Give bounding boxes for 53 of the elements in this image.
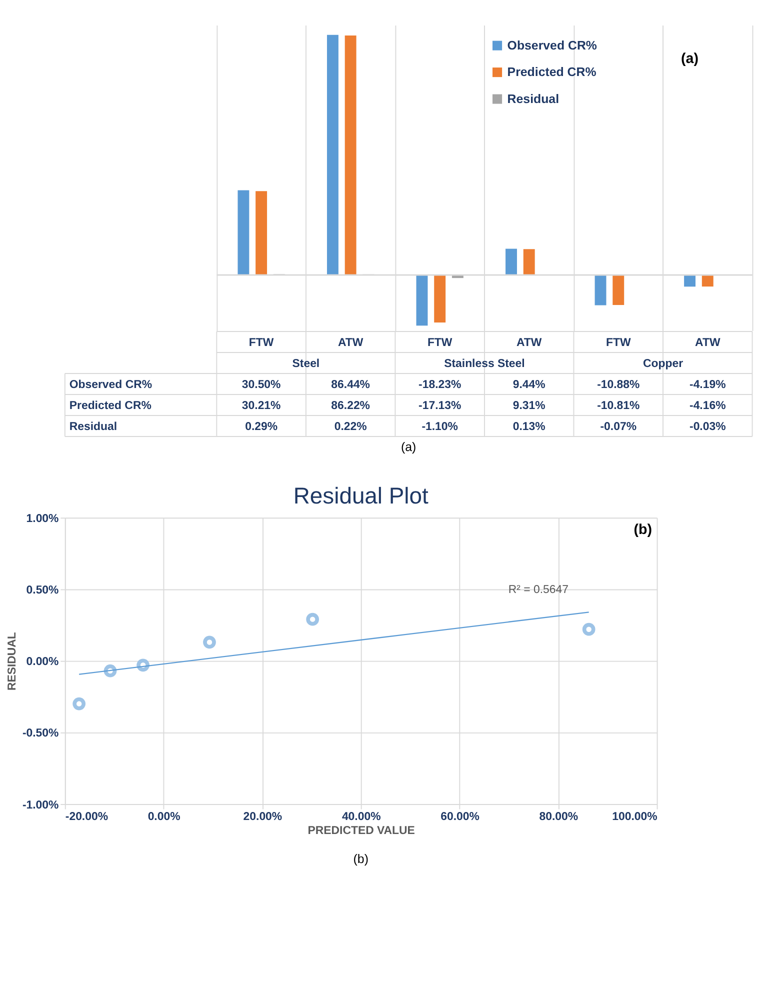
category-label: FTW <box>248 336 274 349</box>
text: Stainless Steel <box>444 358 525 370</box>
legend-label: Residual <box>507 92 560 106</box>
data-label: 86.22% <box>331 400 370 412</box>
data-label: 86.44% <box>331 378 370 391</box>
annotation: (b) <box>634 522 652 538</box>
annotation: R² = 0.5647 <box>508 584 568 596</box>
data-label: 9.44% <box>512 378 546 391</box>
data-label: 9.31% <box>512 400 546 412</box>
category-label: ATW <box>516 336 542 349</box>
x-tick-label: -20.00% <box>65 810 108 823</box>
data-label: 0.29% <box>245 420 278 433</box>
text: Predicted CR% <box>69 400 152 412</box>
x-axis-title: PREDICTED VALUE <box>308 825 416 838</box>
x-tick-label: 100.00% <box>612 810 658 823</box>
category-label: FTW <box>427 336 452 349</box>
y-tick-label: 1.00% <box>26 512 59 525</box>
data-label: -4.16% <box>690 400 726 412</box>
x-tick-label: 60.00% <box>440 810 480 823</box>
chart-title: Residual Plot <box>293 482 429 508</box>
text: Steel <box>292 358 320 370</box>
data-label: 30.50% <box>242 378 281 391</box>
text: Copper <box>642 358 684 370</box>
category-label: FTW <box>606 336 631 349</box>
legend-label: Predicted CR% <box>507 65 596 80</box>
text: Observed CR% <box>69 378 152 391</box>
data-label: -0.07% <box>600 420 636 433</box>
y-axis-title: RESIDUAL <box>6 632 19 691</box>
data-label: -0.03% <box>690 420 726 433</box>
x-tick-label: 40.00% <box>342 810 381 823</box>
x-tick-label: 20.00% <box>243 810 282 823</box>
data-label: -4.19% <box>690 378 726 391</box>
x-tick-label: 80.00% <box>539 810 578 823</box>
y-tick-label: 0.00% <box>26 656 59 668</box>
text: (a) <box>401 440 416 454</box>
data-label: -18.23% <box>418 378 462 391</box>
data-label: 30.21% <box>242 400 281 412</box>
category-label: ATW <box>338 336 364 349</box>
y-tick-label: -0.50% <box>22 728 59 740</box>
data-label: 0.13% <box>512 420 546 433</box>
y-tick-label: 0.50% <box>26 584 59 597</box>
data-label: -17.13% <box>418 400 462 412</box>
data-label: -10.88% <box>597 378 640 391</box>
category-label: ATW <box>695 336 720 349</box>
x-tick-label: 0.00% <box>148 810 180 823</box>
y-tick-label: -1.00% <box>22 799 59 812</box>
data-label: -10.81% <box>597 400 640 412</box>
data-label: -1.10% <box>422 420 458 433</box>
text: (b) <box>353 852 368 866</box>
data-label: 0.22% <box>334 420 367 433</box>
text: Residual <box>69 420 118 433</box>
legend-label: Observed CR% <box>507 38 597 52</box>
annotation: (a) <box>681 51 699 68</box>
